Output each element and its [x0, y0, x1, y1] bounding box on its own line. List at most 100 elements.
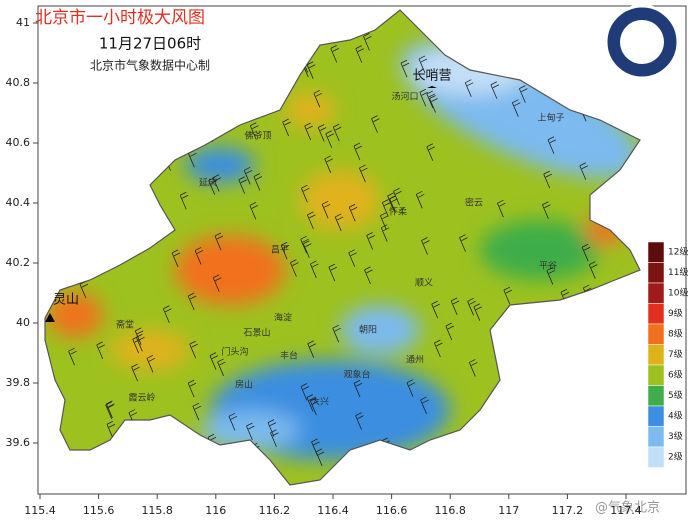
wind-barb	[359, 164, 368, 183]
place-label: 佛爷顶	[244, 130, 271, 142]
wind-barb	[371, 115, 380, 133]
wind-barb	[111, 448, 121, 467]
wind-barb	[290, 259, 299, 277]
wind-barb	[217, 358, 226, 377]
x-tick-label: 117	[498, 504, 519, 517]
title: 北京市一小时极大风图	[35, 8, 205, 28]
wind-barb	[324, 155, 333, 173]
wind-barb	[306, 394, 316, 412]
wind-barb	[468, 359, 478, 377]
y-tick-label: 40.8	[6, 76, 31, 89]
wind-barb	[328, 263, 338, 282]
x-tick-label: 117.4	[610, 504, 642, 517]
wind-barb	[434, 339, 443, 358]
place-label: 汤河口	[391, 91, 418, 103]
wind-barb	[426, 143, 435, 161]
legend-label: 10级	[668, 287, 688, 299]
wind-barb	[579, 162, 588, 180]
wind-barb	[302, 240, 312, 258]
wind-barb	[379, 212, 389, 230]
legend-swatch	[647, 241, 665, 263]
wind-barb	[564, 392, 573, 411]
wind-barb	[300, 383, 310, 401]
wind-barb	[68, 347, 77, 366]
legend-swatch	[647, 303, 665, 325]
wind-barb	[445, 322, 454, 341]
wind-barb	[366, 232, 375, 250]
wind-barb	[431, 300, 440, 319]
wind-barb	[243, 166, 253, 185]
wind-barb	[363, 33, 372, 51]
wind-barb	[282, 118, 291, 137]
legend-label: 2级	[668, 451, 683, 463]
wind-barb	[315, 448, 325, 467]
place-label: 丰台	[280, 350, 298, 362]
wind-barb	[242, 34, 251, 52]
wind-barb	[146, 354, 156, 373]
legend-swatch	[647, 446, 665, 468]
wind-barb	[542, 430, 552, 448]
wind-barb	[98, 175, 107, 194]
wind-barb	[317, 124, 327, 142]
place-label: 昌平	[271, 245, 289, 256]
wind-barb	[128, 213, 138, 232]
credit: 北京市气象数据中心制	[90, 58, 210, 73]
wind-barb	[488, 415, 498, 434]
wind-barb	[540, 333, 549, 351]
wind-barb	[450, 297, 460, 316]
wind-barb	[309, 260, 319, 279]
wind-barb	[249, 122, 259, 140]
x-tick-label: 115.4	[24, 504, 56, 517]
wind-barb	[355, 45, 364, 63]
wind-barb	[547, 136, 557, 154]
wind-barb	[334, 213, 344, 232]
wind-barb	[209, 352, 219, 370]
place-label: 朝阳	[359, 325, 377, 336]
x-tick-label: 115.8	[141, 504, 173, 517]
wind-barb	[470, 420, 480, 438]
place-label: 斋堂	[116, 319, 134, 331]
wind-barb	[497, 199, 506, 218]
place-label: 通州	[406, 355, 424, 366]
wind-barb	[246, 422, 255, 441]
wind-barb	[105, 401, 114, 420]
wind-barb	[307, 211, 316, 230]
wind-barb	[393, 187, 402, 206]
wind-barb	[353, 379, 363, 398]
wind-barb	[194, 247, 204, 265]
wind-barb	[187, 292, 197, 311]
wind-barb	[192, 402, 202, 421]
legend-swatch	[647, 364, 665, 386]
legend-label: 4级	[668, 410, 683, 422]
wind-barb	[91, 181, 101, 199]
wind-barb	[307, 340, 316, 358]
place-label: 顺义	[415, 278, 433, 289]
legend-label: 12级	[668, 246, 688, 258]
wind-barb	[527, 439, 536, 457]
legend-swatch	[647, 405, 665, 427]
x-tick-label: 115.6	[83, 504, 115, 517]
wind-barb	[400, 59, 410, 78]
x-tick-label: 116.2	[259, 504, 291, 517]
wind-barb	[249, 202, 259, 220]
wind-barb	[212, 174, 222, 192]
x-tick-label: 116.4	[317, 504, 349, 517]
wind-barb	[459, 234, 468, 252]
wind-barb	[464, 79, 474, 97]
wind-barb	[420, 396, 429, 415]
wind-barb	[523, 35, 532, 53]
wind-barb	[134, 327, 144, 345]
wind-barb	[381, 199, 391, 217]
wind-barb	[110, 83, 120, 102]
wind-barb	[228, 412, 238, 431]
wind-barb	[348, 249, 357, 267]
legend-label: 3级	[668, 430, 683, 442]
station-marker	[427, 86, 437, 88]
place-label: 延庆	[199, 177, 217, 189]
wind-barb	[82, 189, 92, 208]
wind-barb	[281, 69, 291, 88]
y-tick-label: 40	[16, 316, 30, 329]
place-label: 长哨营	[412, 69, 451, 84]
wind-barb	[570, 439, 580, 458]
